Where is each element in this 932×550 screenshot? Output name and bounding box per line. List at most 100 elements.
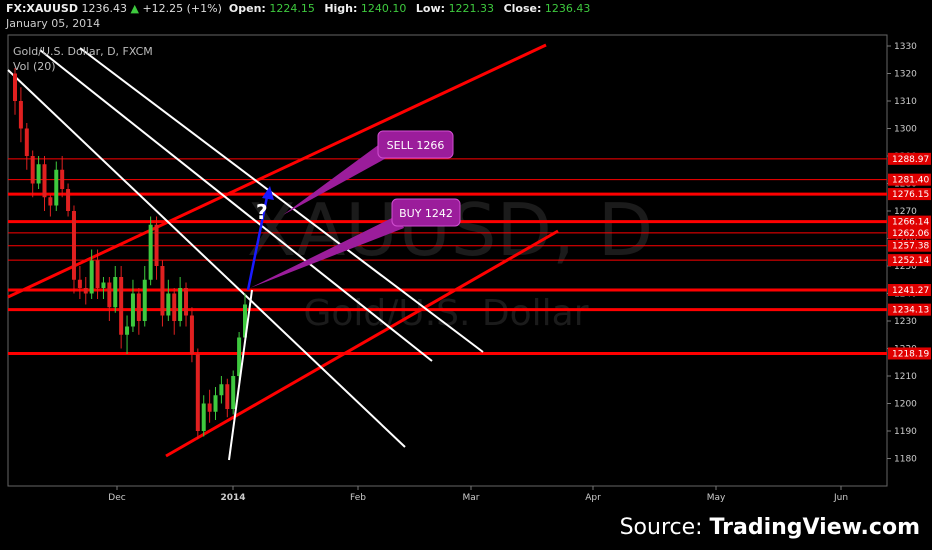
- x-tick-label: Dec: [108, 493, 125, 503]
- candle-body: [136, 293, 141, 321]
- up-arrow-icon: ▲: [130, 2, 139, 15]
- candle-body: [125, 326, 130, 335]
- y-tick-label: 1320: [894, 70, 917, 80]
- price-level-tag: [888, 254, 931, 267]
- candle-body: [24, 128, 29, 156]
- price-level-tag: [888, 188, 931, 201]
- candle-body: [219, 384, 224, 396]
- candle-body: [201, 403, 206, 431]
- series-legend[interactable]: Gold/U.S. Dollar, D, FXCM: [13, 45, 153, 58]
- candle-body: [54, 169, 59, 206]
- downtrend-line-3: [79, 47, 484, 353]
- volume-legend[interactable]: Vol (20): [13, 60, 56, 73]
- candle-body: [148, 224, 153, 280]
- buy-callout-tail: [250, 215, 404, 288]
- x-tick-label: Feb: [350, 493, 366, 503]
- candle-body: [60, 169, 65, 189]
- candle-body: [166, 293, 171, 316]
- last-price: 1236.43: [81, 2, 127, 15]
- sell-callout-box: [377, 130, 454, 159]
- candle-body: [207, 403, 212, 412]
- price-level-label: 1266.14: [892, 218, 929, 228]
- candle-body: [231, 376, 236, 409]
- price-level-label: 1241.27: [892, 286, 929, 296]
- sell-callout-tail: [283, 140, 392, 215]
- candle-body: [89, 260, 94, 294]
- x-tick-label: Jun: [833, 493, 848, 503]
- date-label: January 05, 2014: [6, 17, 101, 30]
- candle-body: [160, 266, 165, 316]
- price-level-label: 1288.97: [892, 155, 929, 165]
- candle-body: [30, 156, 35, 184]
- candle-body: [83, 288, 88, 294]
- low-value: 1221.33: [448, 2, 495, 15]
- price-level-tag: [888, 284, 931, 297]
- candle-body: [95, 260, 100, 288]
- source-brand: TradingView.com: [709, 515, 920, 540]
- y-tick-label: 1260: [894, 235, 917, 245]
- candle-body: [237, 337, 242, 376]
- price-level-label: 1276.15: [892, 190, 929, 200]
- candle-body: [66, 189, 71, 211]
- candle-body: [71, 211, 76, 280]
- sell-callout-label: SELL 1266: [387, 139, 445, 152]
- candle-body: [213, 395, 218, 412]
- candle-body: [154, 224, 159, 266]
- candle-body: [36, 164, 41, 184]
- price-level-tag: [888, 226, 931, 239]
- candle-body: [225, 384, 230, 409]
- price-level-label: 1262.06: [892, 229, 929, 239]
- channel-lower-line: [165, 229, 559, 458]
- source-credit: Source: TradingView.com: [620, 515, 920, 540]
- symbol-label: FX:XAUUSD: [6, 2, 78, 15]
- candle-body: [189, 315, 194, 354]
- candle-body: [48, 197, 53, 206]
- change-value: +12.25 (+1%): [142, 2, 222, 15]
- low-label: Low:: [415, 2, 446, 15]
- y-tick-label: 1330: [894, 42, 917, 52]
- candle-body: [172, 293, 177, 321]
- close-value: 1236.43: [544, 2, 591, 15]
- price-level-tag: [888, 215, 931, 228]
- candle-body: [178, 288, 183, 321]
- open-label: Open:: [228, 2, 266, 15]
- candle-body: [119, 277, 124, 335]
- y-tick-label: 1270: [894, 207, 917, 217]
- downtrend-line-2: [39, 49, 433, 362]
- ohlc-header: FX:XAUUSD 1236.43 ▲ +12.25 (+1%) Open: 1…: [6, 2, 596, 15]
- watermark-name: Gold/U.S. Dollar: [303, 293, 588, 334]
- source-prefix: Source:: [619, 515, 710, 540]
- y-tick-label: 1210: [894, 372, 917, 382]
- question-mark-annotation: ?: [256, 200, 268, 224]
- candle-body: [13, 73, 17, 101]
- y-tick-label: 1250: [894, 262, 917, 272]
- candle-body: [18, 101, 23, 129]
- projection-arrowhead: [262, 186, 274, 200]
- candle-body: [101, 282, 106, 288]
- price-level-tag: [888, 173, 931, 186]
- candle-body: [107, 282, 112, 308]
- candle-body: [243, 304, 247, 338]
- high-value: 1240.10: [360, 2, 407, 15]
- rally-line: [228, 289, 253, 461]
- candle-body: [184, 288, 189, 316]
- y-tick-label: 1310: [894, 97, 917, 107]
- price-level-tag: [888, 347, 931, 360]
- buy-callout-box: [391, 198, 461, 227]
- candle-body: [113, 277, 118, 308]
- y-tick-label: 1230: [894, 317, 917, 327]
- price-level-label: 1281.40: [892, 176, 929, 186]
- candle-body: [142, 279, 147, 321]
- buy-callout-label: BUY 1242: [399, 207, 453, 220]
- x-tick-label: Mar: [463, 493, 480, 503]
- open-value: 1224.15: [269, 2, 315, 15]
- y-tick-label: 1200: [894, 400, 917, 410]
- y-tick-label: 1300: [894, 125, 917, 135]
- price-level-label: 1257.38: [892, 242, 929, 252]
- price-level-label: 1252.14: [892, 256, 929, 266]
- y-tick-label: 1190: [894, 427, 917, 437]
- candle-body: [130, 293, 135, 327]
- price-level-tag: [888, 303, 931, 316]
